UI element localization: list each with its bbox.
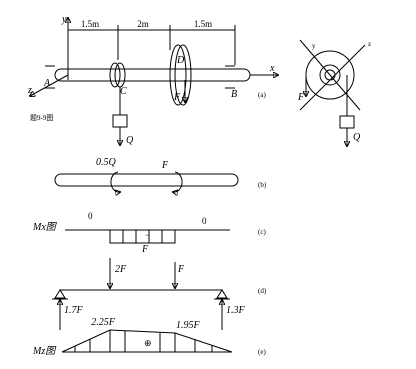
label: F	[177, 264, 185, 275]
label: (c)	[258, 228, 266, 236]
label: (b)	[258, 181, 267, 189]
label: Mz图	[32, 346, 57, 357]
label: F	[161, 160, 169, 171]
label: (e)	[258, 348, 266, 356]
label: Q	[126, 135, 134, 146]
label: 1.7F	[64, 305, 84, 316]
label: y	[61, 14, 67, 25]
shape-line	[299, 39, 361, 111]
label: 1.95F	[176, 320, 201, 331]
shape-rect	[54, 173, 239, 187]
shape-polyline	[61, 329, 233, 353]
shape-path	[74, 330, 213, 352]
label: A	[43, 78, 51, 89]
shape-rect	[339, 115, 355, 129]
shape-polygon	[54, 289, 66, 299]
label: B	[231, 89, 237, 100]
label: Q	[353, 132, 361, 143]
shape-ellipse	[109, 62, 121, 88]
label: 1.3F	[226, 305, 246, 316]
label: 0.5Q	[96, 157, 117, 168]
label: 2F	[115, 264, 127, 275]
label: 0	[202, 216, 207, 226]
label: (a)	[258, 91, 266, 99]
shape-rect	[54, 68, 251, 82]
label: −	[145, 230, 150, 240]
shape-path	[110, 171, 120, 192]
label: (d)	[258, 287, 267, 295]
shape-circle	[319, 64, 341, 86]
label: 1.5m	[81, 19, 99, 29]
shape-path	[122, 230, 163, 243]
label: F	[173, 92, 181, 103]
shape-circle	[324, 69, 336, 81]
label: 0	[88, 211, 93, 221]
label: C	[120, 86, 127, 97]
shape-path	[173, 171, 183, 192]
label: 1.5m	[194, 19, 212, 29]
shape-rect	[112, 114, 128, 128]
label: z	[368, 40, 371, 48]
shape-rect	[109, 229, 176, 244]
label: 2.25F	[91, 317, 116, 328]
label: ⊕	[144, 338, 152, 348]
shape-line	[30, 74, 69, 96]
label: 题9-9图	[30, 114, 53, 122]
label: x	[269, 63, 275, 74]
label: z	[27, 85, 32, 96]
label: D	[176, 55, 185, 66]
shape-path	[45, 65, 235, 89]
label: F	[297, 92, 305, 103]
label: y	[312, 42, 316, 50]
shape-ellipse	[169, 44, 187, 106]
shape-line	[299, 44, 366, 111]
label: 2m	[137, 19, 149, 29]
label: Mx图	[32, 222, 58, 233]
shape-ellipse	[174, 44, 192, 106]
label: F	[141, 244, 149, 255]
shape-polygon	[216, 289, 228, 299]
